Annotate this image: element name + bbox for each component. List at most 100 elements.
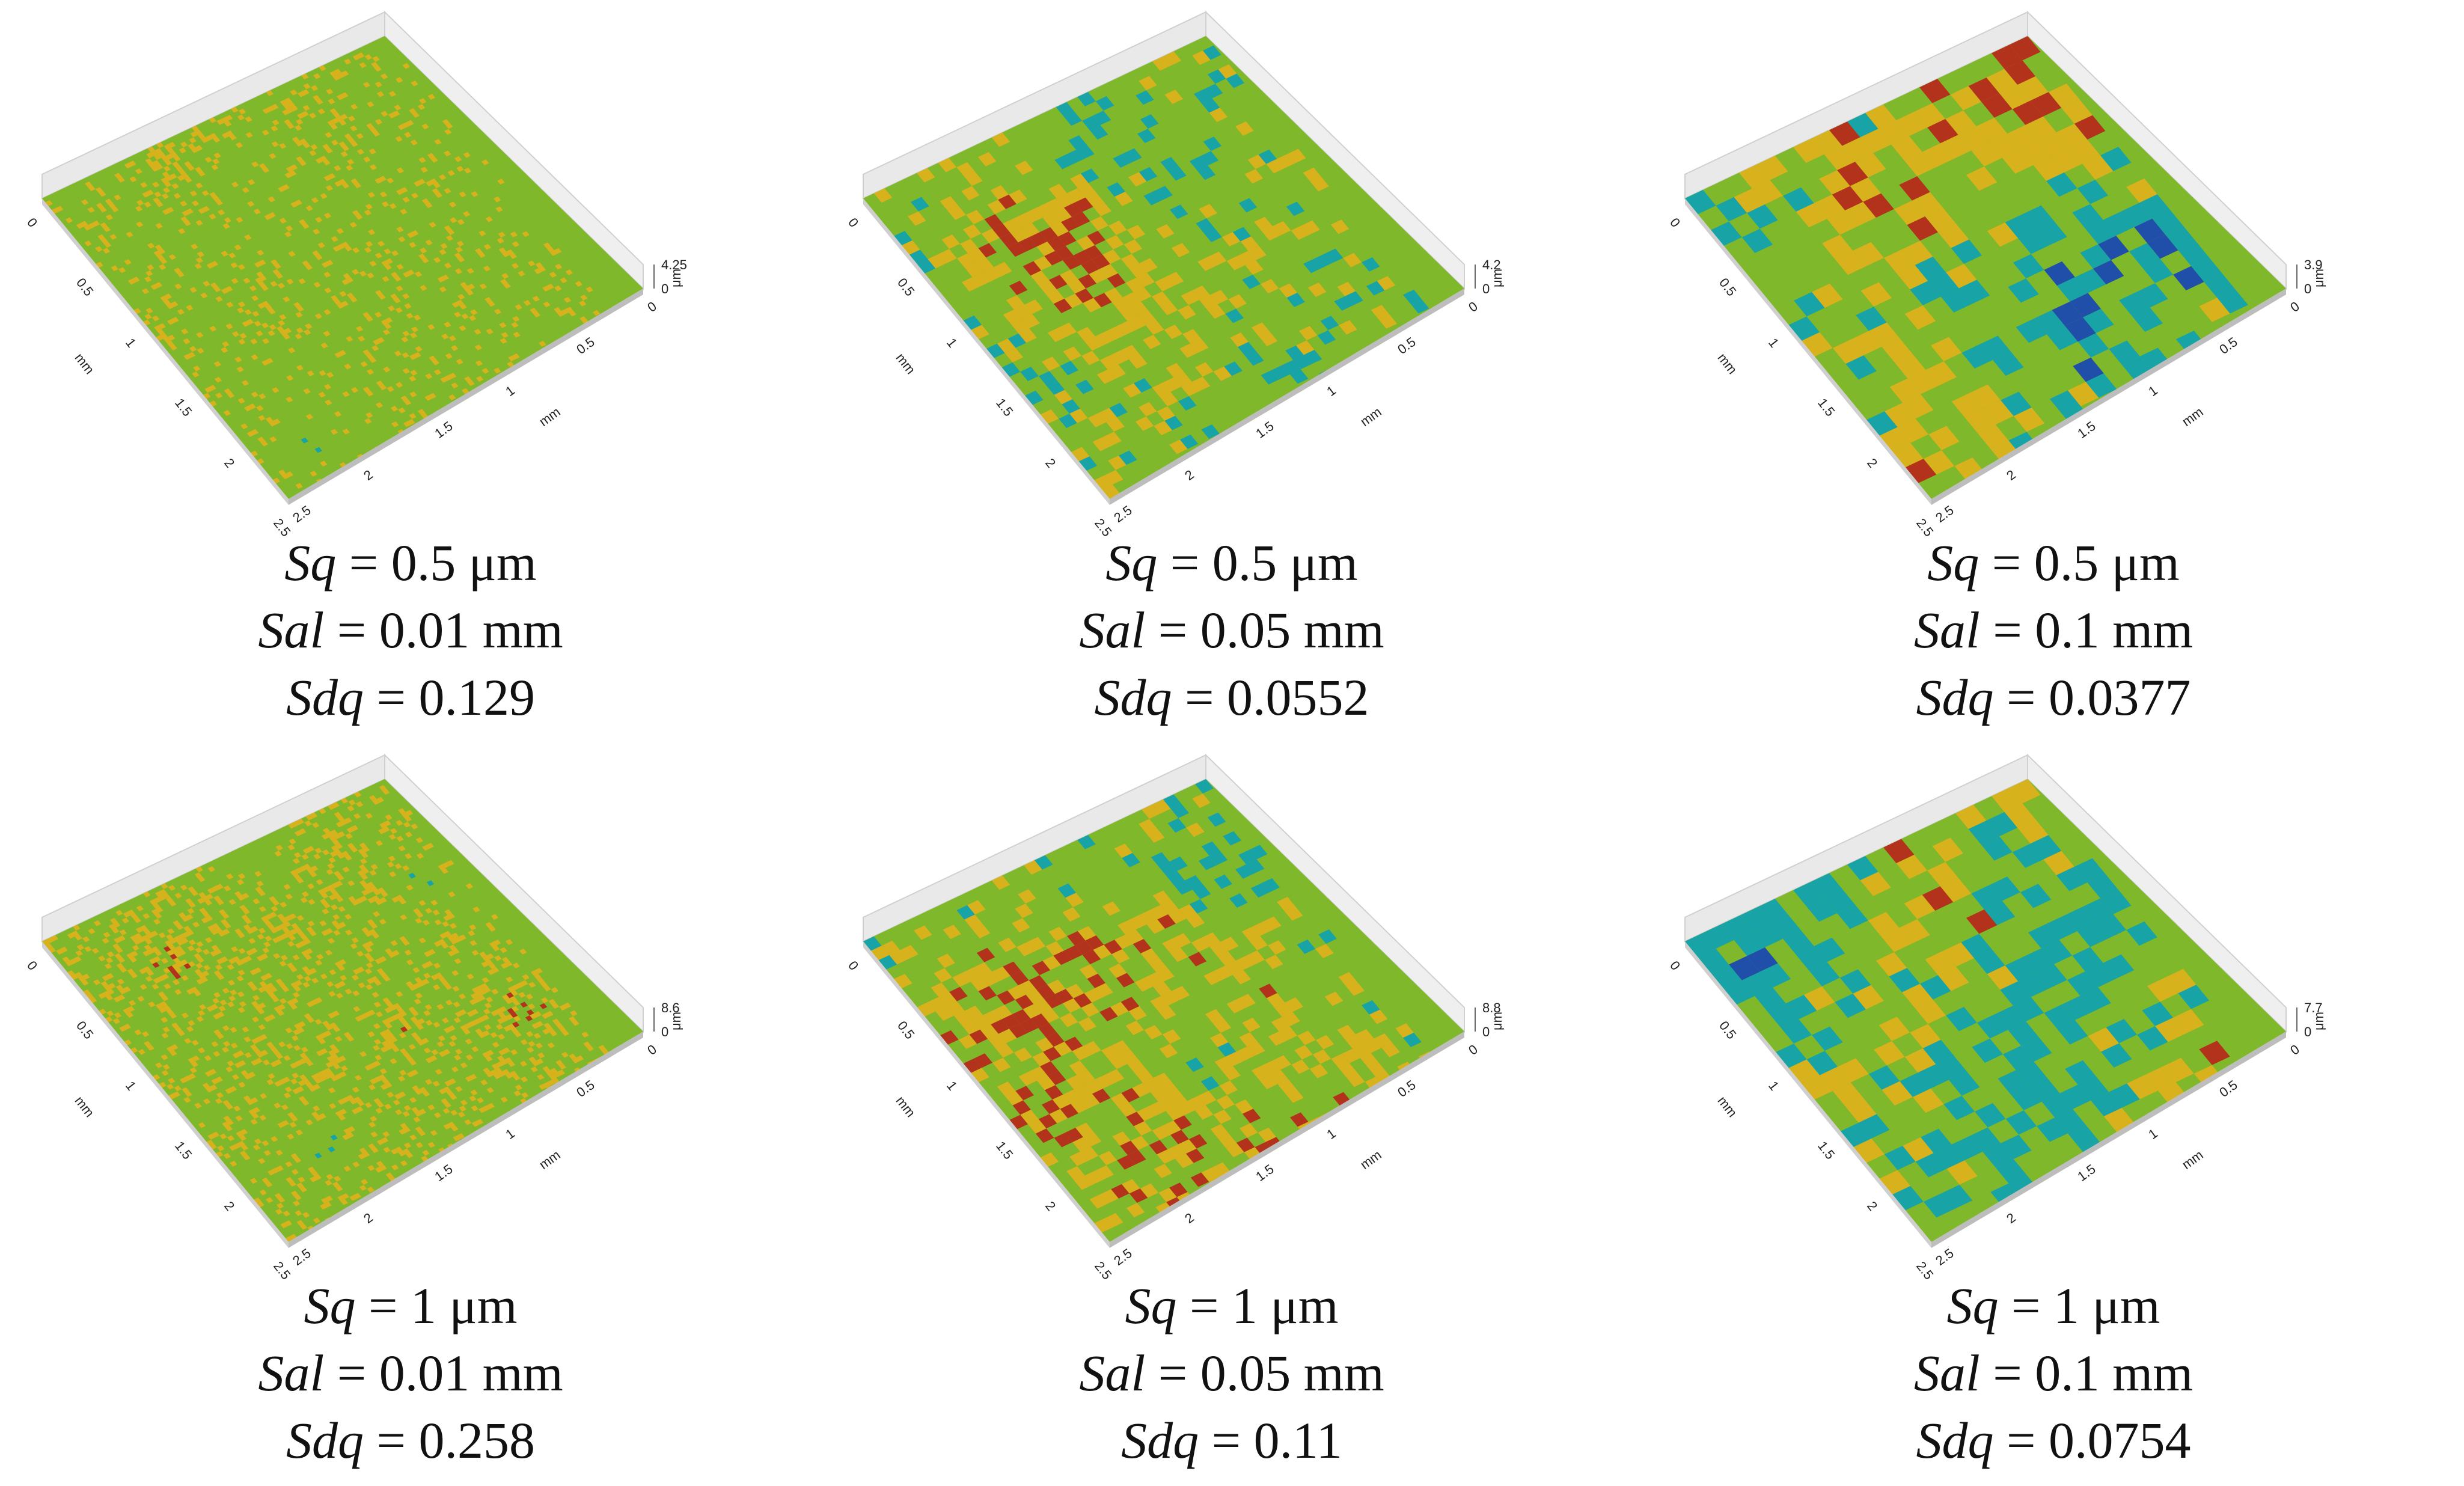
surface-cell <box>302 142 311 148</box>
surface-cell <box>426 218 433 224</box>
surface-cell <box>313 94 320 101</box>
surface-cell <box>276 422 284 429</box>
surface-cell <box>291 180 299 186</box>
surface-cell <box>322 106 330 112</box>
surface-cell <box>229 209 237 215</box>
surface-cell <box>210 379 218 385</box>
surface-cell <box>340 231 347 238</box>
surface-cell <box>115 188 123 195</box>
surface-cell <box>246 185 254 191</box>
surface-cell <box>255 367 264 374</box>
surface-cell <box>243 315 251 321</box>
surface-cell <box>310 337 318 343</box>
surface-cell <box>144 276 152 283</box>
surface-cell <box>252 311 260 317</box>
surface-cell <box>448 298 456 304</box>
surface-cell <box>287 310 296 316</box>
surface-cell <box>408 435 416 441</box>
surface-cell <box>327 425 335 431</box>
surface-cell <box>270 147 278 153</box>
surface-cell <box>298 316 307 322</box>
surface-cell <box>226 242 234 249</box>
surface-cell <box>214 206 222 212</box>
surface-cell <box>249 151 257 158</box>
surface-cell <box>414 196 422 203</box>
surface-cell <box>215 200 224 206</box>
surface-cell <box>172 295 180 302</box>
surface-cell <box>249 210 257 217</box>
surface-cell <box>330 124 338 130</box>
surface-cell <box>124 200 132 206</box>
surface-cell <box>203 355 211 362</box>
surface-cell <box>264 347 272 354</box>
surface-cell <box>189 361 198 368</box>
surface-cell <box>332 208 340 215</box>
surface-cell <box>327 157 335 164</box>
surface-cell <box>343 369 350 376</box>
surface-cell <box>405 356 413 362</box>
surface-cell <box>347 196 355 203</box>
surface-cell <box>264 251 272 258</box>
surface-cell <box>347 137 355 144</box>
surface-cell <box>233 421 240 428</box>
surface-cell <box>292 174 300 180</box>
surface-cell <box>100 238 109 244</box>
surface-cell <box>215 221 223 228</box>
surface-cell <box>387 386 395 393</box>
surface-cell <box>218 129 227 135</box>
surface-cell <box>408 263 416 270</box>
surface-cell <box>460 319 468 326</box>
surface-cell <box>513 331 521 338</box>
surface-cell <box>453 236 461 243</box>
surface-cell <box>486 269 494 276</box>
surface-cell <box>376 172 384 178</box>
surface-cell <box>421 353 429 360</box>
surface-cell <box>185 155 193 162</box>
surface-cell <box>355 192 364 198</box>
surface-cell <box>433 278 441 285</box>
surface-cell <box>267 367 276 374</box>
surface-cell <box>455 246 463 253</box>
surface-cell <box>357 432 365 438</box>
surface-cell <box>286 353 295 359</box>
surface-cell <box>330 161 338 168</box>
surface-cell <box>250 242 258 248</box>
surface-cell <box>302 126 310 133</box>
surface-cell <box>204 328 213 334</box>
surface-cell <box>188 255 196 261</box>
surface-cell <box>391 362 400 368</box>
surface-cell <box>298 353 307 359</box>
surface-cell <box>460 238 469 245</box>
surface-cell <box>308 439 316 445</box>
surface-cell <box>213 249 221 255</box>
surface-cell <box>200 121 208 127</box>
surface-cell <box>266 395 274 402</box>
surface-cell <box>252 230 261 236</box>
surface-cell <box>357 223 365 230</box>
surface-cell <box>308 402 316 408</box>
surface-cell <box>225 211 233 218</box>
surface-cell <box>427 361 435 368</box>
surface-cell <box>168 201 176 207</box>
surface-cell <box>332 379 341 386</box>
surface-cell <box>515 304 522 310</box>
surface-cell <box>259 372 267 378</box>
surface-cell <box>381 431 389 438</box>
surface-cell <box>344 401 352 407</box>
surface-cell <box>334 121 343 128</box>
surface-cell <box>324 325 332 331</box>
surface-cell <box>115 279 124 285</box>
surface-cell <box>138 150 147 157</box>
surface-cell <box>340 247 348 254</box>
surface-cell <box>384 189 392 195</box>
surface-cell <box>464 317 472 323</box>
surface-cell <box>336 361 344 368</box>
surface-cell <box>248 441 257 447</box>
surface-cell <box>231 315 239 322</box>
surface-cell <box>399 289 407 296</box>
surface-cell <box>338 141 346 148</box>
surface-cell <box>528 372 536 379</box>
surface-cell <box>361 280 369 287</box>
surface-cell <box>339 290 347 297</box>
surface-cell <box>147 302 154 308</box>
